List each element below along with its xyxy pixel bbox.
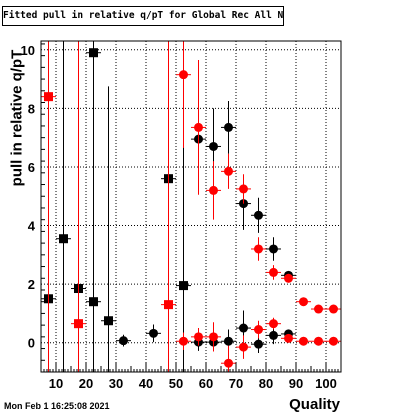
data-point-square: [74, 319, 83, 329]
y-tick-label: 4: [28, 219, 36, 234]
timestamp-footer: Mon Feb 1 16:25:08 2021: [4, 401, 110, 411]
data-point-circle: [269, 319, 278, 329]
data-point-circle: [239, 323, 248, 333]
y-axis-label: pull in relative q/pT: [8, 49, 26, 187]
y-tick-label: 0: [28, 336, 35, 351]
data-point-square: [179, 281, 188, 291]
x-tick-label: 90: [289, 376, 303, 391]
data-point-circle: [269, 267, 278, 277]
data-point-circle: [224, 358, 233, 368]
data-point-circle: [299, 336, 308, 346]
x-tick-label: 40: [139, 376, 153, 391]
data-point-square: [164, 300, 173, 310]
data-point-circle: [209, 332, 218, 342]
data-point-circle: [254, 210, 263, 220]
data-point-circle: [314, 304, 323, 314]
y-tick-label: 10: [21, 43, 35, 58]
data-point-circle: [119, 336, 128, 346]
data-point-circle: [149, 328, 158, 338]
x-tick-label: 100: [315, 376, 337, 391]
y-tick-label: 2: [28, 277, 35, 292]
data-point-circle: [179, 336, 188, 346]
data-point-square: [104, 316, 113, 326]
data-point-circle: [194, 332, 203, 342]
data-point-circle: [209, 185, 218, 195]
data-point-circle: [329, 336, 338, 346]
data-point-square: [89, 297, 98, 307]
x-tick-label: 10: [49, 376, 63, 391]
data-point-circle: [224, 166, 233, 176]
y-tick-label: 6: [28, 160, 35, 175]
data-point-circle: [239, 184, 248, 194]
chart-title: Fitted pull in relative q/pT for Global …: [2, 6, 284, 26]
data-point-circle: [299, 297, 308, 307]
data-point-circle: [194, 122, 203, 132]
data-point-circle: [254, 244, 263, 254]
data-point-circle: [179, 70, 188, 80]
y-tick-label: 8: [28, 101, 35, 116]
data-point-circle: [329, 304, 338, 314]
x-tick-label: 50: [169, 376, 183, 391]
x-tick-label: 20: [79, 376, 93, 391]
data-point-circle: [284, 333, 293, 343]
x-tick-label: 30: [109, 376, 123, 391]
data-point-circle: [224, 122, 233, 132]
data-point-circle: [269, 244, 278, 254]
data-point-circle: [254, 339, 263, 349]
x-axis-label: Quality: [289, 396, 340, 413]
data-point-circle: [254, 325, 263, 335]
data-point-square: [59, 234, 68, 244]
data-point-circle: [314, 336, 323, 346]
x-tick-label: 70: [229, 376, 243, 391]
data-point-circle: [269, 330, 278, 340]
data-point-circle: [284, 273, 293, 283]
x-tick-label: 80: [259, 376, 273, 391]
data-point-circle: [224, 336, 233, 346]
data-point-square: [44, 92, 53, 102]
x-tick-label: 60: [199, 376, 213, 391]
data-point-circle: [209, 141, 218, 151]
data-point-circle: [239, 342, 248, 352]
